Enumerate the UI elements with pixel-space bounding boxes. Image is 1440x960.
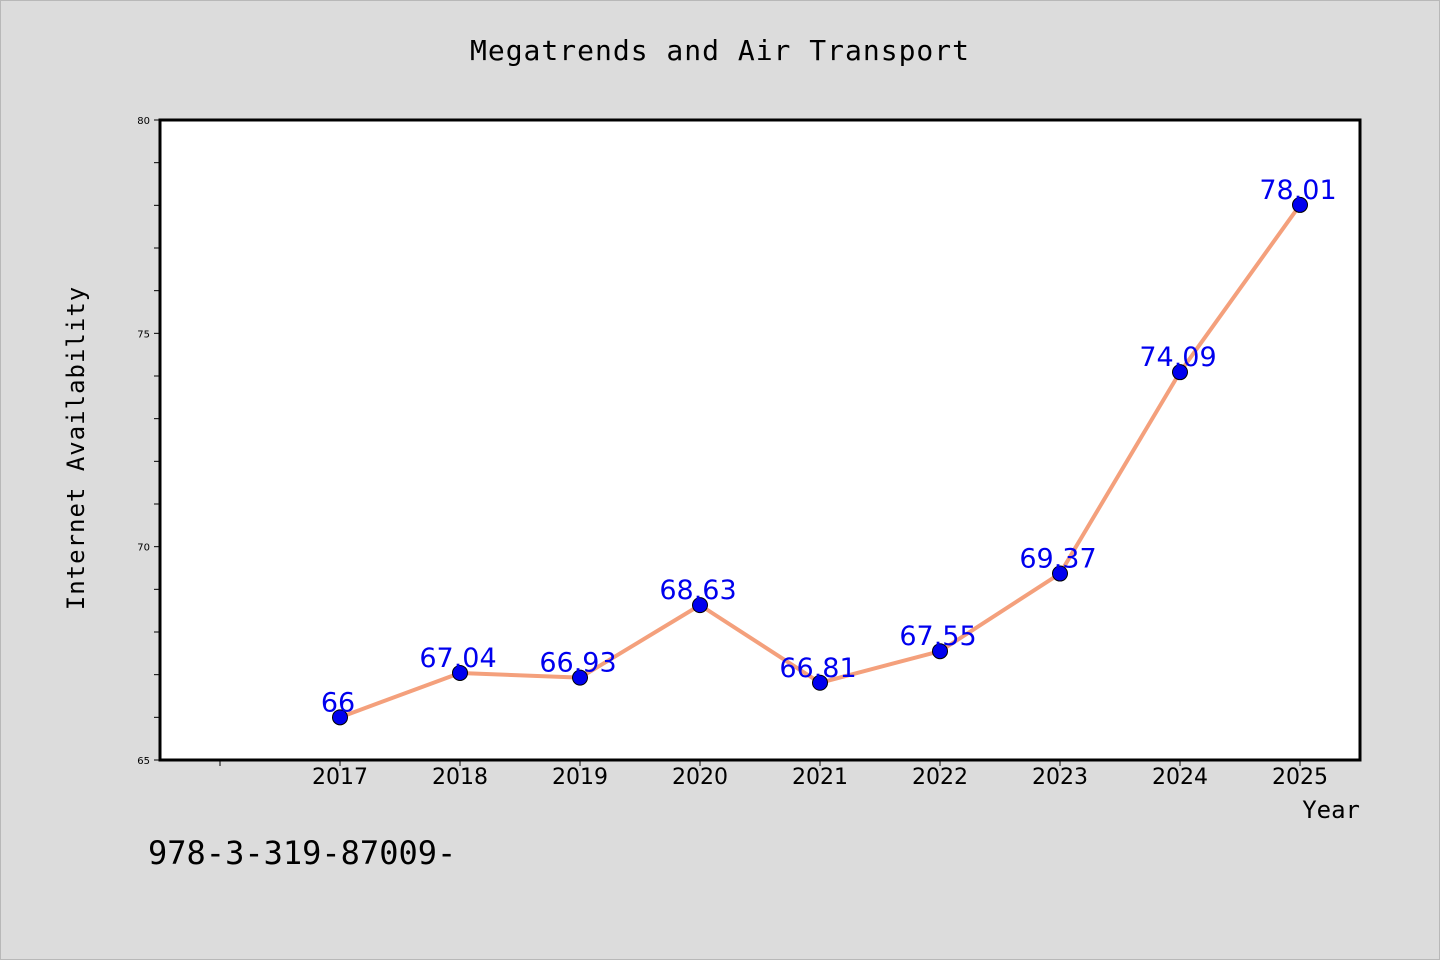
- data-point: [332, 709, 348, 726]
- x-tick-label: 2022: [912, 765, 968, 790]
- data-label: 68.63: [659, 575, 736, 606]
- x-tick-label: 2019: [552, 765, 608, 790]
- x-tick-label: 2025: [1272, 765, 1328, 790]
- data-label: 69.37: [1019, 544, 1096, 575]
- x-tick-label: 2021: [792, 765, 848, 790]
- data-point: [1172, 364, 1188, 381]
- data-point: [572, 669, 588, 686]
- data-label: 66.81: [779, 653, 856, 684]
- x-axis-label: Year: [1302, 796, 1360, 824]
- x-tick-label: 2023: [1032, 765, 1088, 790]
- data-point: [452, 664, 468, 681]
- data-label: 66.93: [539, 648, 616, 679]
- data-point: [932, 643, 948, 660]
- series-layer: [332, 196, 1308, 726]
- plot-area: [158, 118, 1362, 762]
- data-point: [1052, 565, 1068, 582]
- data-point: [692, 597, 708, 614]
- isbn-footer: 978-3-319-87009-: [148, 834, 457, 872]
- y-tick-label: 80: [137, 116, 150, 127]
- data-point: [1292, 196, 1308, 213]
- data-point: [812, 674, 828, 691]
- x-tick-label: 2024: [1152, 765, 1208, 790]
- data-label-layer: 66 67.04 66.93 68.63 66.81 67.55 69.37 74.09 78.…: [321, 175, 1337, 718]
- chart-title: Megatrends and Air Transport: [469, 34, 970, 67]
- y-tick-label: 70: [137, 543, 150, 554]
- data-label: 67.55: [899, 621, 976, 652]
- data-label: 67.04: [419, 643, 496, 674]
- x-tick-label: 2017: [312, 765, 368, 790]
- data-label: 78.01: [1259, 175, 1336, 206]
- y-tick-label: 65: [137, 756, 150, 767]
- x-tick-label: 2020: [672, 765, 728, 790]
- data-label: 74.09: [1139, 342, 1216, 373]
- axis-layer: 65 70 75 80 2017 2018 2019 2020 2021 2022 2023 2024…: [137, 116, 1328, 790]
- data-label: 66: [321, 687, 355, 718]
- y-tick-label: 75: [137, 329, 150, 340]
- x-tick-label: 2018: [432, 765, 488, 790]
